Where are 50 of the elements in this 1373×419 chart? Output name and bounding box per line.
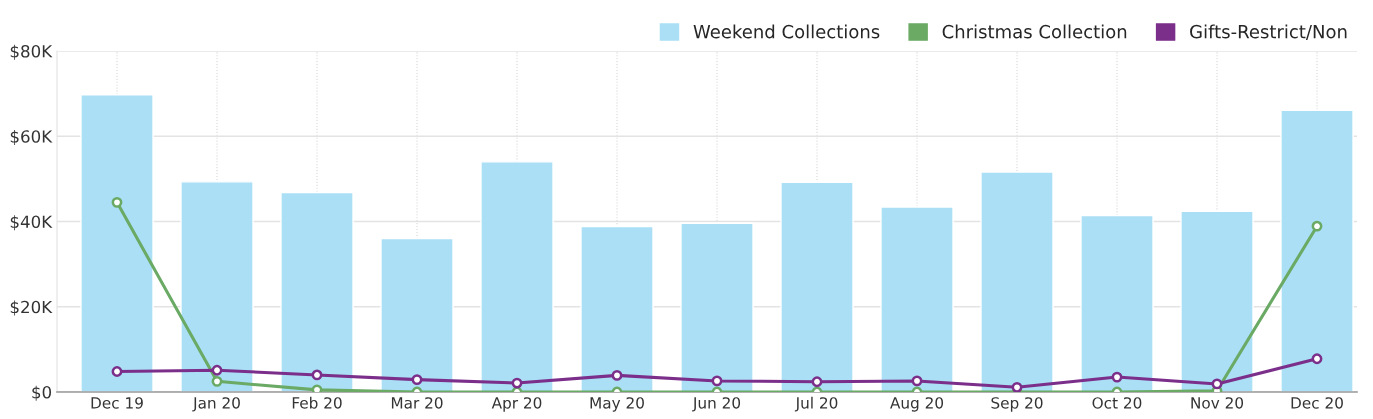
x-tick-label: May 20 — [590, 397, 644, 412]
point — [811, 376, 823, 388]
x-tick-label: Apr 20 — [491, 397, 542, 412]
point — [1011, 381, 1023, 392]
bar — [80, 94, 154, 392]
x-tick-label: Jun 20 — [692, 397, 741, 412]
y-tick-label: $0 — [32, 385, 52, 401]
point — [411, 374, 423, 386]
x-tick-label: Aug 20 — [890, 397, 944, 412]
y-tick-label: $40K — [10, 215, 53, 231]
bar — [180, 181, 254, 392]
x-tick-label: Nov 20 — [1191, 397, 1244, 409]
point — [211, 364, 223, 376]
legend-label: Christmas Collection — [942, 24, 1127, 39]
x-tick-label: Mar 20 — [391, 397, 443, 409]
point — [611, 369, 623, 381]
bar — [980, 171, 1054, 392]
x-tick-label: Dec 19 — [91, 397, 143, 409]
bar — [780, 181, 854, 392]
y-tick-label: $80K — [10, 44, 53, 60]
x-tick-label: Sep 20 — [991, 397, 1043, 412]
y-tick-label: $60K — [10, 129, 53, 146]
legend-label: Weekend Collections — [693, 24, 880, 39]
x-tick-label: Jul 20 — [794, 396, 838, 412]
legend-label: Gifts-Restrict/Non — [1190, 24, 1347, 40]
x-tick-label: Oct 20 — [1092, 397, 1142, 409]
point — [1211, 378, 1223, 390]
point — [1311, 353, 1323, 365]
y-tick-label: $20K — [10, 300, 53, 316]
point — [911, 375, 923, 387]
bar — [1180, 210, 1254, 392]
x-tick-label: Feb 20 — [292, 396, 342, 409]
point — [1111, 371, 1123, 383]
point — [111, 196, 123, 208]
point — [711, 375, 723, 387]
x-tick-label: Dec 20 — [1291, 397, 1343, 409]
bar — [280, 191, 354, 392]
point — [211, 375, 223, 387]
x-tick-label: Jan 20 — [192, 397, 240, 412]
bar — [880, 206, 954, 392]
point — [511, 377, 523, 389]
bar — [380, 237, 454, 392]
point — [311, 369, 323, 381]
bar — [680, 222, 754, 392]
bar — [480, 161, 554, 392]
bar — [580, 225, 654, 392]
point — [111, 366, 123, 377]
bar — [1080, 214, 1154, 392]
point — [1311, 220, 1323, 232]
bar — [1280, 109, 1354, 392]
